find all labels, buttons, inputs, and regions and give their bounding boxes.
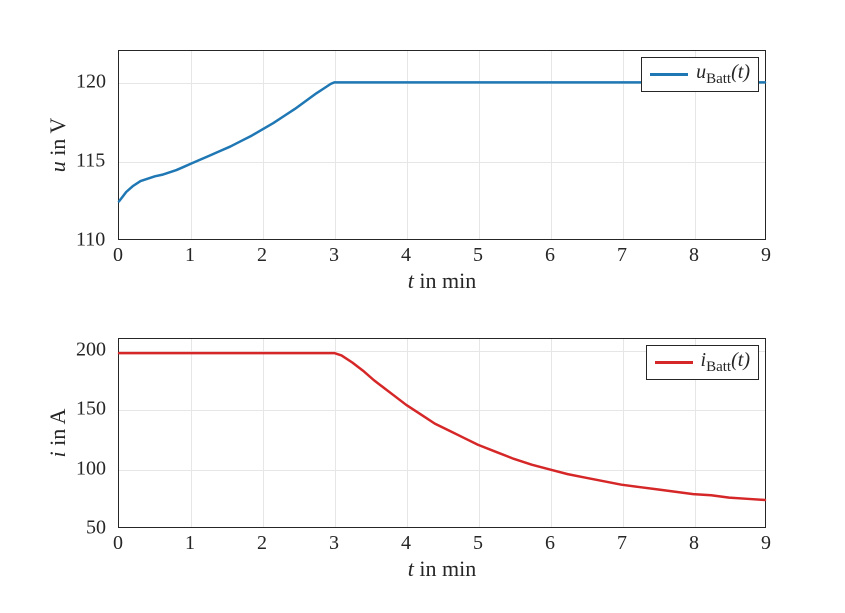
y-tick-label: 110 [76, 229, 105, 252]
x-tick-label: 7 [617, 244, 627, 267]
x-tick-label: 8 [689, 244, 699, 267]
x-tick-label: 6 [545, 244, 555, 267]
x-tick-label: 3 [329, 244, 339, 267]
y-tick-label: 115 [76, 149, 105, 172]
legend-swatch [650, 73, 688, 76]
y-axis-label: i in A [45, 409, 71, 458]
x-tick-label: 8 [689, 532, 699, 555]
legend: uBatt(t) [641, 57, 759, 92]
x-tick-label: 9 [761, 532, 771, 555]
x-tick-label: 6 [545, 532, 555, 555]
y-axis-label: u in V [45, 118, 71, 173]
x-tick-label: 5 [473, 244, 483, 267]
legend-swatch [655, 361, 693, 364]
legend-label: iBatt(t) [701, 349, 750, 376]
x-tick-label: 5 [473, 532, 483, 555]
x-axis-label: t in min [408, 556, 476, 582]
x-tick-label: 4 [401, 244, 411, 267]
plot-area-voltage: uBatt(t) [118, 50, 766, 240]
legend: iBatt(t) [646, 345, 759, 380]
series-line-uBatt [119, 82, 765, 201]
x-tick-label: 1 [185, 532, 195, 555]
y-tick-label: 200 [76, 338, 106, 361]
y-tick-label: 100 [76, 457, 106, 480]
x-tick-label: 4 [401, 532, 411, 555]
x-tick-label: 9 [761, 244, 771, 267]
x-tick-label: 0 [113, 244, 123, 267]
x-tick-label: 0 [113, 532, 123, 555]
y-tick-label: 120 [76, 70, 106, 93]
legend-label: uBatt(t) [696, 61, 750, 88]
x-tick-label: 2 [257, 532, 267, 555]
x-tick-label: 1 [185, 244, 195, 267]
x-axis-label: t in min [408, 268, 476, 294]
x-tick-label: 7 [617, 532, 627, 555]
y-tick-label: 50 [86, 517, 106, 540]
y-tick-label: 150 [76, 398, 106, 421]
x-tick-label: 3 [329, 532, 339, 555]
plot-area-current: iBatt(t) [118, 338, 766, 528]
x-tick-label: 2 [257, 244, 267, 267]
